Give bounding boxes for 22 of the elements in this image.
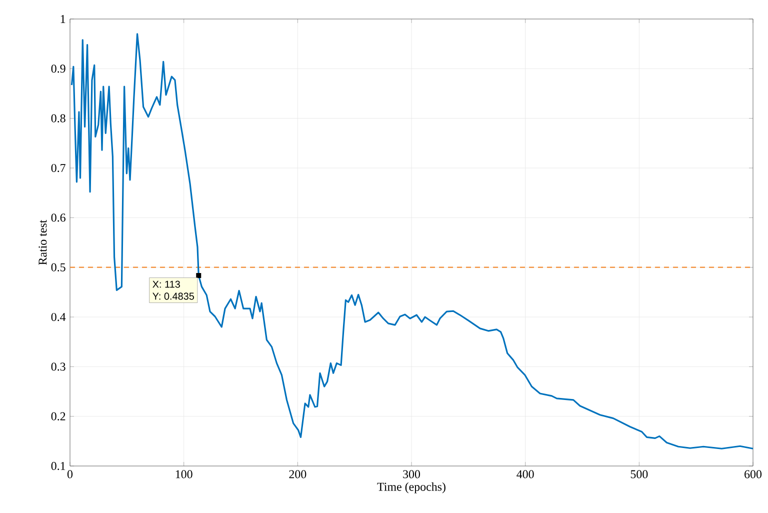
line-series (70, 33, 754, 450)
y-tick-label: 0.4 (51, 312, 66, 322)
x-tick-label: 200 (289, 470, 306, 478)
y-tick-label: 0.8 (51, 114, 66, 122)
y-tick-label: 0.6 (51, 214, 66, 222)
y-axis-title: Ratio test (38, 220, 47, 265)
x-tick-label: 300 (403, 470, 420, 478)
annotation: X: 113 (152, 280, 180, 288)
y-tick-label: 0.2 (51, 412, 66, 420)
x-tick-label: 600 (744, 470, 762, 478)
x-tick-label: 0 (67, 470, 73, 478)
y-tick-label: 0.7 (51, 164, 66, 172)
x-tick-label: 400 (516, 470, 534, 478)
y-tick-label: 0.3 (51, 362, 66, 371)
x-axis-title: Time (epochs) (377, 482, 446, 494)
y-tick-label: 0.5 (51, 263, 66, 272)
y-tick-label: 0.9 (51, 64, 66, 73)
x-tick-label: 500 (630, 470, 648, 478)
y-tick-label: 1 (60, 15, 66, 23)
annotation: Y: 0.4835 (152, 292, 194, 300)
x-tick-label: 100 (176, 470, 192, 478)
y-tick-label: 0.1 (51, 462, 66, 470)
